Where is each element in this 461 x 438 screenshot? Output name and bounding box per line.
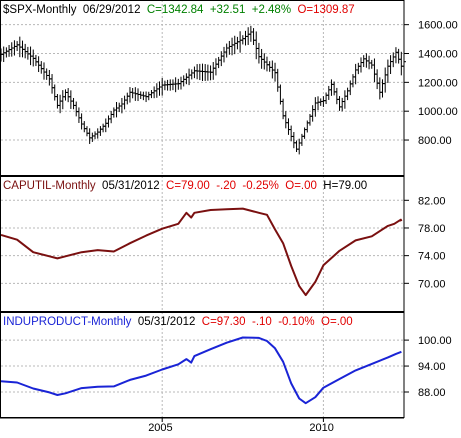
caputil-title: CAPUTIL-Monthly	[3, 180, 96, 192]
caputil-change: -.20	[210, 180, 236, 192]
y-tick-label: 82.00	[418, 195, 446, 207]
y-tick-label: 800.00	[418, 135, 452, 147]
caputil-pct: -0.25%	[236, 180, 279, 192]
spx-date: 06/29/2012	[77, 4, 147, 16]
induproduct-close: C=97.30	[202, 316, 246, 328]
spx-header: $SPX-Monthly 06/29/2012 C=1342.84 +32.51…	[3, 4, 355, 16]
y-tick-label: 1000.00	[418, 106, 458, 118]
caputil-panel-frame	[0, 176, 405, 312]
caputil-series-line	[0, 207, 403, 297]
induproduct-open: O=.00	[315, 316, 353, 328]
induproduct-date: 05/31/2012	[131, 316, 201, 328]
x-tick-label: 2005	[148, 422, 172, 433]
spx-title: $SPX-Monthly	[3, 4, 77, 16]
y-tick-label: 1600.00	[418, 20, 458, 32]
induproduct-pct: -0.10%	[272, 316, 315, 328]
induproduct-title: INDUPRODUCT-Monthly	[3, 316, 132, 328]
y-tick-label: 70.00	[418, 278, 446, 290]
spx-close: C=1342.84	[147, 4, 204, 16]
spx-change: +32.51	[203, 4, 245, 16]
caputil-high: H=79.00	[317, 180, 367, 192]
induproduct-change: -.10	[246, 316, 272, 328]
y-tick-label: 1200.00	[418, 77, 458, 89]
y-tick-label: 100.00	[418, 335, 452, 347]
x-tick-label: 2010	[309, 422, 333, 433]
caputil-open: O=.00	[279, 180, 317, 192]
caputil-header: CAPUTIL-Monthly 05/31/2012 C=79.00 -.20 …	[3, 180, 367, 192]
spx-open: O=1309.87	[291, 4, 355, 16]
y-tick-label: 88.00	[418, 387, 446, 399]
y-tick-label: 1400.00	[418, 49, 458, 61]
y-tick-label: 74.00	[418, 251, 446, 263]
caputil-close: C=79.00	[166, 180, 210, 192]
induproduct-header: INDUPRODUCT-Monthly 05/31/2012 C=97.30 -…	[3, 316, 353, 328]
y-tick-label: 78.00	[418, 223, 446, 235]
spx-pct: +2.48%	[245, 4, 291, 16]
caputil-date: 05/31/2012	[96, 180, 166, 192]
spx-panel-frame	[0, 0, 405, 176]
y-tick-label: 94.00	[418, 361, 446, 373]
induproduct-series-line	[0, 336, 402, 405]
